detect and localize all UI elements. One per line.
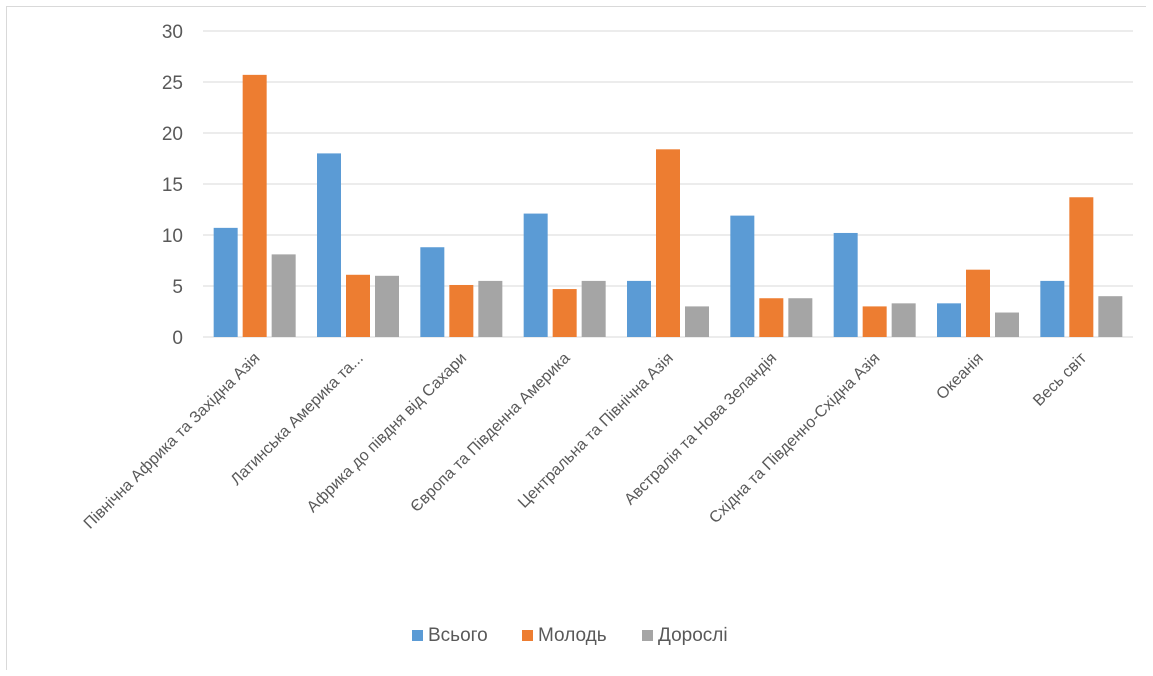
bar-Молодь-8 (966, 269, 990, 337)
bar-Всього-6 (730, 215, 755, 337)
y-tick-label: 15 (162, 175, 183, 196)
bar-Всього-4 (523, 213, 548, 337)
bar-Дорослі-4 (581, 280, 606, 337)
bar-Всього-3 (420, 247, 445, 337)
bar-Дорослі-6 (788, 298, 813, 337)
bar-Молодь-4 (552, 289, 577, 337)
legend-label: Всього (428, 625, 488, 646)
bar-chart: 0 5 10 15 20 25 30 Північна Африка та Західна … (81, 22, 1133, 646)
bar-Молодь-2 (346, 274, 370, 337)
x-axis: Північна Африка та Західна АзіяЛатинська… (81, 349, 1091, 532)
y-tick-label: 5 (172, 277, 183, 298)
y-tick-label: 30 (162, 22, 183, 43)
y-axis: 0 5 10 15 20 25 30 (162, 22, 183, 349)
bar-Дорослі-8 (995, 312, 1019, 337)
bar-Всього-8 (937, 303, 961, 337)
legend-swatch (642, 630, 653, 641)
legend-label: Молодь (538, 625, 607, 646)
bar-Дорослі-9 (1098, 296, 1123, 337)
y-tick-label: 25 (162, 73, 183, 94)
y-tick-label: 0 (172, 328, 183, 349)
x-category-label: Північна Африка та Західна Азія (81, 350, 264, 533)
y-tick-label: 20 (162, 124, 183, 145)
x-category-label: Океанія (933, 350, 986, 403)
x-category-label: Весь світ (1030, 349, 1090, 409)
y-tick-label: 10 (162, 226, 183, 247)
bar-Молодь-6 (759, 298, 784, 337)
bar-Всього-1 (213, 227, 238, 337)
bar-Молодь-1 (242, 74, 267, 338)
x-category-label: Східна та Південно-Східна Азія (706, 350, 883, 527)
bar-Молодь-9 (1069, 197, 1094, 337)
bar-Дорослі-3 (478, 280, 503, 337)
bar-Дорослі-2 (375, 275, 399, 337)
bar-Всього-7 (833, 232, 858, 337)
bar-Всього-2 (317, 153, 341, 337)
bars (213, 74, 1123, 338)
bar-Дорослі-5 (685, 306, 709, 337)
chart-frame: 0 5 10 15 20 25 30 Північна Африка та Західна … (6, 6, 1146, 670)
bar-Молодь-7 (862, 306, 887, 337)
legend-swatch (522, 630, 533, 641)
legend-label: Дорослі (658, 625, 728, 646)
bar-Молодь-3 (449, 284, 474, 337)
legend: Всього Молодь Дорослі (412, 625, 728, 646)
bar-Дорослі-7 (891, 303, 916, 337)
legend-swatch (412, 630, 423, 641)
bar-Всього-5 (627, 280, 651, 337)
bar-Всього-9 (1040, 280, 1065, 337)
bar-Молодь-5 (656, 149, 680, 337)
bar-Дорослі-1 (271, 254, 296, 337)
